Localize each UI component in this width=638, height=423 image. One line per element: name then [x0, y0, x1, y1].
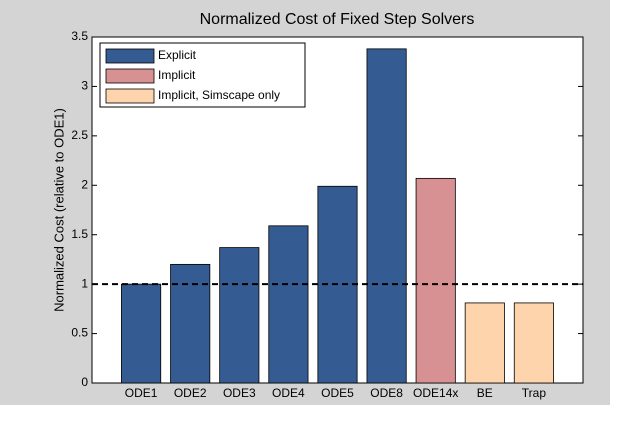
y-tick-label: 3 [81, 79, 88, 93]
legend-label: Explicit [158, 48, 197, 62]
y-tick-label: 0.5 [71, 326, 88, 340]
y-tick-label: 1 [81, 276, 88, 290]
chart-title: Normalized Cost of Fixed Step Solvers [200, 11, 475, 28]
x-tick-label: Trap [522, 386, 547, 400]
bar [366, 48, 407, 384]
bar [170, 263, 211, 384]
x-tick-label: ODE4 [272, 386, 305, 400]
legend-label: Implicit [158, 68, 196, 82]
y-axis-label: Normalized Cost (relative to ODE1) [51, 108, 66, 312]
y-tick-label: 0 [81, 375, 88, 389]
legend-swatch [105, 68, 155, 84]
x-tick-label: ODE1 [125, 386, 158, 400]
legend-swatch [105, 88, 155, 104]
bar [121, 283, 162, 384]
bar [513, 302, 554, 384]
x-tick-label: BE [477, 386, 493, 400]
legend-label: Implicit, Simscape only [158, 88, 280, 102]
x-tick-label: ODE8 [370, 386, 403, 400]
x-tick-label: ODE3 [223, 386, 256, 400]
legend-swatch [105, 48, 155, 64]
y-tick-label: 2 [81, 177, 88, 191]
y-tick-label: 3.5 [71, 29, 88, 43]
bar [464, 302, 505, 384]
x-tick-label: ODE5 [321, 386, 354, 400]
x-tick-label: ODE2 [174, 386, 207, 400]
bar [415, 177, 456, 384]
y-tick-label: 1.5 [71, 227, 88, 241]
y-tick-label: 2.5 [71, 128, 88, 142]
bar [219, 247, 260, 384]
x-tick-label: ODE14x [413, 386, 458, 400]
bar [268, 225, 309, 384]
